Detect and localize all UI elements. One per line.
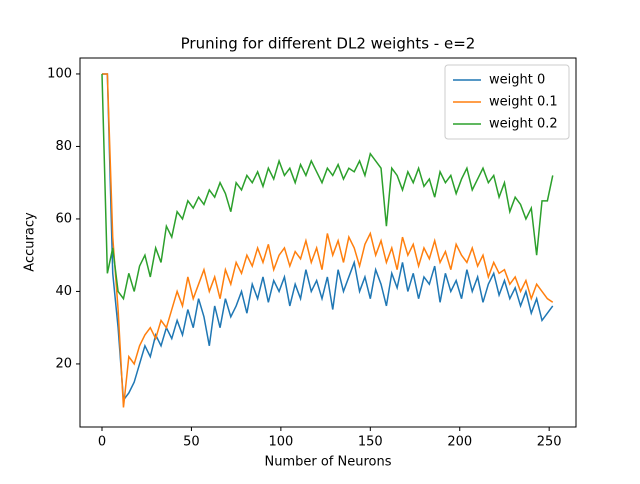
x-axis-label: Number of Neurons <box>264 455 391 470</box>
legend-label: weight 0.2 <box>489 117 558 132</box>
y-axis-label: Accuracy <box>23 212 38 272</box>
legend-box <box>444 64 570 140</box>
x-tick-label: 50 <box>183 435 200 450</box>
x-tick-label: 100 <box>268 435 293 450</box>
line-series <box>102 73 554 403</box>
legend-label: weight 0 <box>489 73 545 88</box>
x-tick-label: 250 <box>537 435 562 450</box>
y-tick-label: 40 <box>55 284 72 299</box>
x-tick-label: 150 <box>358 435 383 450</box>
axes-frame <box>79 57 577 428</box>
y-tick-label: 60 <box>55 211 72 226</box>
y-tick-label: 20 <box>55 356 72 371</box>
line-series <box>102 73 554 408</box>
y-tick-label: 100 <box>47 66 72 81</box>
line-series <box>101 73 554 301</box>
legend-label: weight 0.1 <box>489 95 558 110</box>
x-tick-label: 0 <box>98 435 106 450</box>
y-tick-label: 80 <box>55 139 72 154</box>
chart-title: Pruning for different DL2 weights - e=2 <box>181 35 476 53</box>
x-tick-label: 200 <box>447 435 472 450</box>
